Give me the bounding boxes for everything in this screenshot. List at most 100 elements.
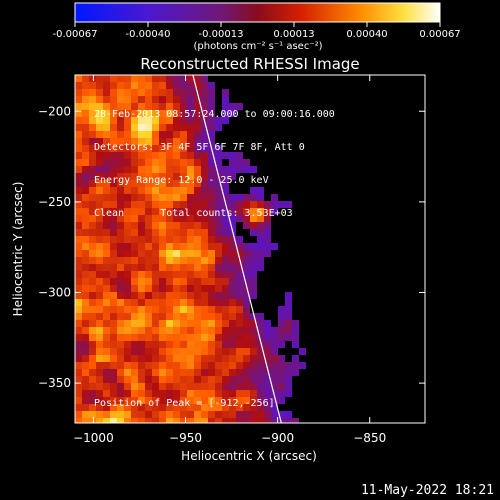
heatmap-cell: [404, 194, 412, 202]
heatmap-cell: [173, 138, 181, 146]
heatmap-cell: [285, 327, 293, 335]
heatmap-cell: [110, 369, 118, 377]
heatmap-cell: [404, 124, 412, 132]
heatmap-cell: [75, 313, 83, 321]
heatmap-cell: [271, 411, 279, 419]
heatmap-cell: [411, 355, 419, 363]
heatmap-cell: [194, 313, 202, 321]
heatmap-cell: [271, 131, 279, 139]
heatmap-cell: [376, 89, 384, 97]
heatmap-cell: [313, 75, 321, 83]
heatmap-cell: [208, 355, 216, 363]
heatmap-cell: [306, 145, 314, 153]
heatmap-cell: [278, 110, 286, 118]
heatmap-cell: [124, 341, 132, 349]
heatmap-cell: [320, 159, 328, 167]
heatmap-cell: [117, 257, 125, 265]
heatmap-cell: [131, 404, 139, 412]
heatmap-cell: [166, 334, 174, 342]
heatmap-cell: [292, 362, 300, 370]
heatmap-cell: [180, 383, 188, 391]
heatmap-cell: [411, 376, 419, 384]
heatmap-cell: [110, 222, 118, 230]
heatmap-cell: [173, 173, 181, 181]
heatmap-cell: [187, 383, 195, 391]
heatmap-cell: [397, 355, 405, 363]
heatmap-cell: [250, 222, 258, 230]
heatmap-cell: [75, 299, 83, 307]
heatmap-cell: [306, 138, 314, 146]
heatmap-cell: [390, 117, 398, 125]
heatmap-cell: [299, 362, 307, 370]
heatmap-cell: [257, 124, 265, 132]
heatmap-cell: [341, 89, 349, 97]
heatmap-cell: [418, 397, 425, 405]
heatmap-cell: [271, 124, 279, 132]
heatmap-cell: [96, 397, 104, 405]
heatmap-cell: [103, 152, 111, 160]
heatmap-cell: [159, 159, 167, 167]
heatmap-cell: [89, 418, 97, 423]
heatmap-cell: [257, 138, 265, 146]
heatmap-cell: [243, 187, 251, 195]
heatmap-cell: [222, 313, 230, 321]
heatmap-cell: [110, 124, 118, 132]
heatmap-cell: [124, 348, 132, 356]
heatmap-cell: [187, 278, 195, 286]
heatmap-cell: [152, 124, 160, 132]
heatmap-cell: [264, 306, 272, 314]
heatmap-cell: [173, 334, 181, 342]
heatmap-cell: [341, 271, 349, 279]
heatmap-cell: [355, 383, 363, 391]
heatmap-cell: [229, 285, 237, 293]
heatmap-cell: [278, 96, 286, 104]
heatmap-cell: [369, 264, 377, 272]
heatmap-cell: [208, 103, 216, 111]
heatmap-cell: [362, 313, 370, 321]
heatmap-cell: [89, 201, 97, 209]
heatmap-cell: [264, 320, 272, 328]
heatmap-cell: [362, 341, 370, 349]
heatmap-cell: [145, 320, 153, 328]
heatmap-cell: [89, 257, 97, 265]
heatmap-cell: [173, 215, 181, 223]
heatmap-cell: [187, 131, 195, 139]
heatmap-cell: [383, 187, 391, 195]
heatmap-cell: [166, 229, 174, 237]
heatmap-cell: [103, 138, 111, 146]
heatmap-cell: [376, 327, 384, 335]
heatmap-cell: [334, 180, 342, 188]
heatmap-cell: [138, 418, 146, 423]
heatmap-cell: [313, 418, 321, 423]
heatmap-cell: [362, 187, 370, 195]
heatmap-cell: [313, 89, 321, 97]
heatmap-cell: [411, 348, 419, 356]
heatmap-cell: [334, 82, 342, 90]
heatmap-cell: [124, 208, 132, 216]
heatmap-cell: [348, 348, 356, 356]
heatmap-cell: [376, 110, 384, 118]
heatmap-cell: [257, 159, 265, 167]
heatmap-cell: [145, 82, 153, 90]
heatmap-cell: [229, 327, 237, 335]
heatmap-cell: [166, 110, 174, 118]
heatmap-cell: [404, 362, 412, 370]
heatmap-cell: [306, 418, 314, 423]
heatmap-cell: [229, 243, 237, 251]
heatmap-cell: [320, 404, 328, 412]
heatmap-cell: [215, 75, 223, 83]
heatmap-cell: [271, 383, 279, 391]
heatmap-cell: [215, 355, 223, 363]
heatmap-cell: [383, 222, 391, 230]
heatmap-cell: [243, 278, 251, 286]
heatmap-cell: [145, 236, 153, 244]
heatmap-cell: [117, 348, 125, 356]
heatmap-cell: [166, 243, 174, 251]
heatmap-cell: [383, 75, 391, 83]
heatmap-cell: [201, 411, 209, 419]
heatmap-cell: [201, 383, 209, 391]
heatmap-cell: [320, 383, 328, 391]
heatmap-cell: [257, 271, 265, 279]
heatmap-cell: [397, 376, 405, 384]
heatmap-cell: [306, 313, 314, 321]
